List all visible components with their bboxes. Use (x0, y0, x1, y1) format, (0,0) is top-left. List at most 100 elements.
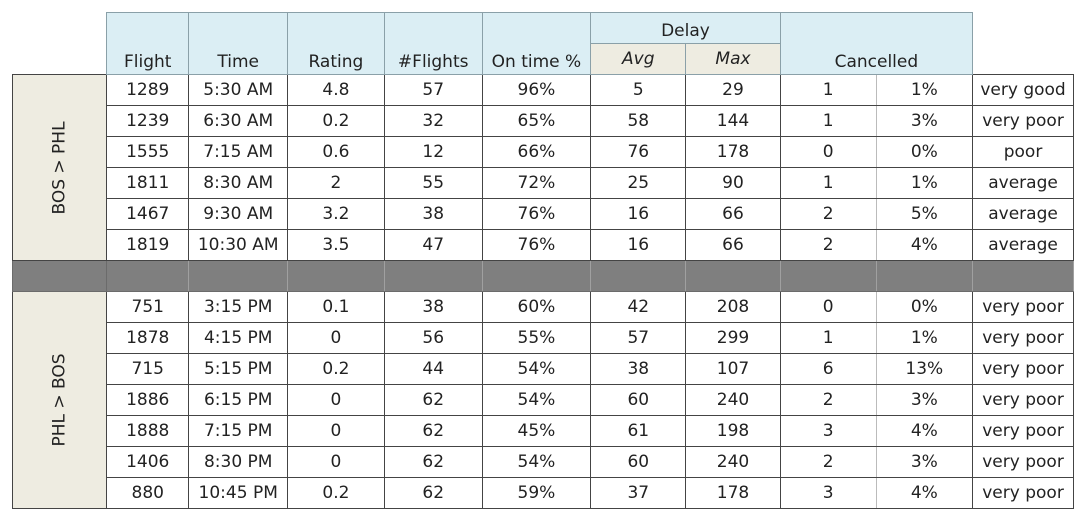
cell-rating: 3.5 (287, 229, 385, 261)
cell-ontime: 59% (481, 477, 592, 509)
cell-rating: 0 (287, 446, 385, 478)
separator-cell (685, 260, 781, 292)
cell-cancelled-count: 2 (779, 384, 877, 416)
cell-flight: 1811 (106, 167, 190, 199)
cell-flight: 1555 (106, 136, 190, 168)
cell-cancelled-count: 1 (779, 322, 877, 354)
cell-flight: 1886 (106, 384, 190, 416)
cell-cancelled-pct: 1% (875, 322, 974, 354)
cell-flight: 1239 (106, 105, 190, 137)
header-rating-top (287, 12, 385, 44)
header-time: Time (188, 43, 289, 75)
cell-delay-max: 178 (685, 136, 781, 168)
cell-time: 7:15 PM (188, 415, 289, 447)
separator-cell (383, 260, 483, 292)
header-ontime-top (481, 12, 592, 44)
cell-time: 5:30 AM (188, 74, 289, 106)
separator-cell (972, 260, 1074, 292)
cell-nflights: 62 (383, 446, 483, 478)
cell-delay-max: 29 (685, 74, 781, 106)
cell-rating-label: very poor (972, 477, 1074, 509)
cell-delay-max: 240 (685, 384, 781, 416)
cell-cancelled-pct: 1% (875, 74, 974, 106)
header-nflights-top (383, 12, 483, 44)
cell-rating-label: very poor (972, 353, 1074, 385)
cell-rating-label: very poor (972, 105, 1074, 137)
cell-rating-label: very good (972, 74, 1074, 106)
group-label: BOS > PHL (49, 120, 70, 215)
cell-rating-label: very poor (972, 291, 1074, 323)
cell-flight: 1289 (106, 74, 190, 106)
cell-rating-label: poor (972, 136, 1074, 168)
header-time-top (188, 12, 289, 44)
header-ontime: On time % (481, 43, 592, 75)
table-row: 1811 8:30 AM 2 55 72% 25 90 1 1% average (13, 167, 1074, 199)
cell-delay-max: 66 (685, 198, 781, 230)
cell-delay-max: 178 (685, 477, 781, 509)
cell-time: 7:15 AM (188, 136, 289, 168)
cell-delay-max: 208 (685, 291, 781, 323)
cell-cancelled-count: 2 (779, 446, 877, 478)
cell-time: 6:15 PM (188, 384, 289, 416)
cell-delay-avg: 76 (590, 136, 687, 168)
cell-rating-label: very poor (972, 446, 1074, 478)
cell-ontime: 76% (481, 229, 592, 261)
cell-flight: 1406 (106, 446, 190, 478)
cell-rating: 0.2 (287, 105, 385, 137)
cell-delay-max: 144 (685, 105, 781, 137)
cell-rating-label: very poor (972, 415, 1074, 447)
cell-delay-avg: 16 (590, 198, 687, 230)
cell-nflights: 62 (383, 384, 483, 416)
cell-rating: 3.2 (287, 198, 385, 230)
cell-cancelled-pct: 0% (875, 136, 974, 168)
header-delay-max: Max (685, 43, 781, 75)
cell-flight: 751 (106, 291, 190, 323)
separator-cell (779, 260, 877, 292)
cell-ontime: 65% (481, 105, 592, 137)
cell-delay-avg: 38 (590, 353, 687, 385)
cell-rating: 0 (287, 384, 385, 416)
cell-time: 8:30 PM (188, 446, 289, 478)
cell-time: 3:15 PM (188, 291, 289, 323)
cell-nflights: 12 (383, 136, 483, 168)
cell-time: 9:30 AM (188, 198, 289, 230)
cell-cancelled-pct: 4% (875, 415, 974, 447)
separator-cell (287, 260, 385, 292)
cell-nflights: 55 (383, 167, 483, 199)
cell-delay-avg: 58 (590, 105, 687, 137)
group-label-cell: BOS > PHL (11, 74, 108, 261)
cell-rating: 4.8 (287, 74, 385, 106)
cell-ontime: 55% (481, 322, 592, 354)
cell-cancelled-count: 1 (779, 167, 877, 199)
cell-cancelled-count: 3 (779, 415, 877, 447)
cell-cancelled-pct: 3% (875, 446, 974, 478)
cell-cancelled-pct: 3% (875, 384, 974, 416)
table-row: 715 5:15 PM 0.2 44 54% 38 107 6 13% very poor (13, 353, 1074, 385)
cell-rating: 0 (287, 415, 385, 447)
cell-cancelled-count: 0 (779, 291, 877, 323)
separator-cell (875, 260, 974, 292)
cell-ontime: 72% (481, 167, 592, 199)
cell-cancelled-pct: 0% (875, 291, 974, 323)
cell-nflights: 56 (383, 322, 483, 354)
header-delay: Delay (590, 12, 781, 44)
cell-rating: 0.2 (287, 477, 385, 509)
header-rating: Rating (287, 43, 385, 75)
cell-time: 4:15 PM (188, 322, 289, 354)
cell-rating: 0.6 (287, 136, 385, 168)
separator-cell (590, 260, 687, 292)
header-delay-avg: Avg (590, 43, 687, 75)
header-nflights: #Flights (383, 43, 483, 75)
cell-nflights: 32 (383, 105, 483, 137)
group-label: PHL > BOS (49, 353, 70, 447)
cell-rating-label: average (972, 167, 1074, 199)
cell-delay-avg: 5 (590, 74, 687, 106)
cell-cancelled-pct: 5% (875, 198, 974, 230)
table-row: 1239 6:30 AM 0.2 32 65% 58 144 1 3% very poor (13, 105, 1074, 137)
cell-ontime: 54% (481, 384, 592, 416)
cell-ontime: 54% (481, 446, 592, 478)
cell-rating-label: very poor (972, 384, 1074, 416)
cell-time: 10:30 AM (188, 229, 289, 261)
table-row: 1819 10:30 AM 3.5 47 76% 16 66 2 4% average (13, 229, 1074, 261)
cell-ontime: 76% (481, 198, 592, 230)
